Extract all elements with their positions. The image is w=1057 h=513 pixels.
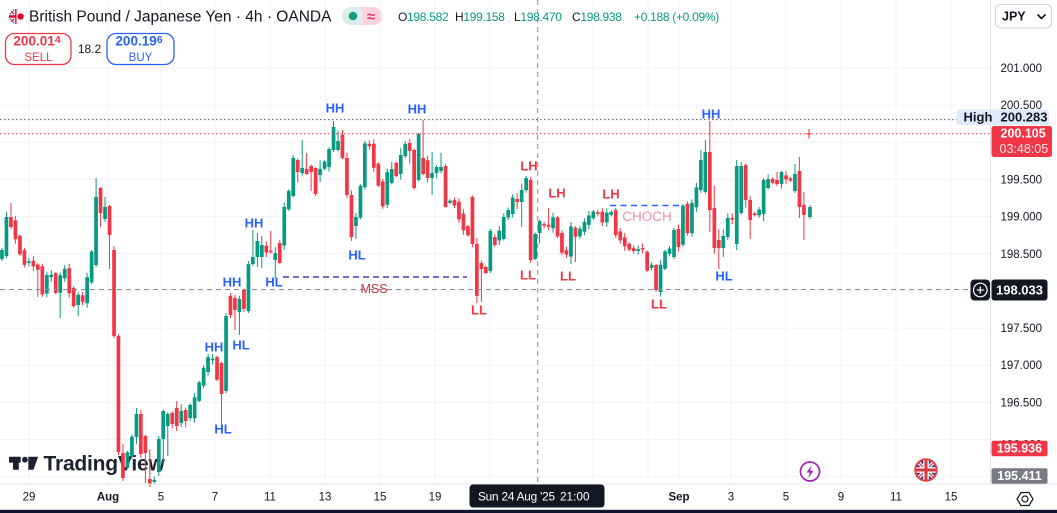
svg-text:199.000: 199.000 <box>1001 212 1043 224</box>
svg-text:O198.582: O198.582 <box>398 10 449 24</box>
svg-text:British Pound / Japanese Yen ·: British Pound / Japanese Yen · 4h · OAND… <box>29 9 332 26</box>
svg-text:15: 15 <box>374 492 387 504</box>
svg-text:7: 7 <box>212 492 218 504</box>
svg-text:3: 3 <box>728 492 734 504</box>
svg-text:19: 19 <box>429 492 442 504</box>
svg-text:CHOCH: CHOCH <box>622 209 672 224</box>
svg-text:HL: HL <box>214 422 231 437</box>
svg-text:29: 29 <box>23 492 36 504</box>
svg-text:197.000: 197.000 <box>1001 360 1043 372</box>
svg-text:LL: LL <box>651 297 667 312</box>
svg-text:HL: HL <box>715 269 732 284</box>
svg-text:03:48:05: 03:48:05 <box>1000 142 1049 156</box>
svg-text:15: 15 <box>945 492 958 504</box>
svg-text:9: 9 <box>838 492 844 504</box>
svg-text:JPY: JPY <box>1002 10 1026 24</box>
svg-text:HH: HH <box>205 340 224 355</box>
svg-text:197.500: 197.500 <box>1001 323 1043 335</box>
svg-text:200.500: 200.500 <box>1001 100 1043 112</box>
svg-text:Aug: Aug <box>97 492 119 504</box>
svg-text:11: 11 <box>890 492 902 504</box>
svg-text:11: 11 <box>264 492 276 504</box>
svg-text:5: 5 <box>158 492 164 504</box>
svg-text:HH: HH <box>245 216 264 231</box>
svg-text:198.500: 198.500 <box>1001 249 1043 261</box>
svg-text:18.2: 18.2 <box>78 42 102 56</box>
svg-text:LL: LL <box>471 303 487 318</box>
svg-text:201.000: 201.000 <box>1001 63 1043 75</box>
svg-text:HL: HL <box>348 248 365 263</box>
svg-text:Sep: Sep <box>668 492 689 504</box>
svg-text:BUY: BUY <box>129 52 153 64</box>
svg-text:High: High <box>964 110 993 125</box>
svg-text:LL: LL <box>520 268 536 283</box>
svg-text:200.105: 200.105 <box>1001 127 1046 141</box>
svg-text:HL: HL <box>265 275 282 290</box>
svg-text:LH: LH <box>548 186 565 201</box>
svg-text:HH: HH <box>326 101 345 116</box>
svg-text:5: 5 <box>783 492 789 504</box>
svg-text:HH: HH <box>408 102 427 117</box>
svg-text:HL: HL <box>232 338 249 353</box>
svg-text:HH: HH <box>223 275 242 290</box>
svg-text:196.500: 196.500 <box>1001 397 1043 409</box>
svg-text:13: 13 <box>319 492 332 504</box>
svg-text:Sun 24 Aug '25: Sun 24 Aug '25 <box>478 490 555 504</box>
svg-text:198.033: 198.033 <box>996 283 1043 298</box>
svg-text:200.283: 200.283 <box>1001 110 1048 125</box>
svg-text:L198.470: L198.470 <box>514 10 562 24</box>
svg-text:LL: LL <box>560 269 576 284</box>
svg-text:SELL: SELL <box>24 52 53 64</box>
svg-text:195.411: 195.411 <box>997 469 1042 483</box>
svg-text:HH: HH <box>702 107 721 122</box>
svg-text:≈: ≈ <box>367 9 375 26</box>
svg-text:MSS: MSS <box>360 282 387 296</box>
svg-text:LH: LH <box>520 159 537 174</box>
svg-text:200.196: 200.196 <box>115 33 162 48</box>
svg-text:TradingView: TradingView <box>44 452 166 475</box>
svg-text:H199.158: H199.158 <box>455 10 505 24</box>
svg-text:C198.938: C198.938 <box>572 10 622 24</box>
svg-text:21:00: 21:00 <box>560 490 590 504</box>
svg-text:195.936: 195.936 <box>997 442 1042 456</box>
svg-text:LH: LH <box>602 187 619 202</box>
svg-text:199.500: 199.500 <box>1001 174 1043 186</box>
svg-text:+0.188 (+0.09%): +0.188 (+0.09%) <box>634 10 719 24</box>
svg-text:200.014: 200.014 <box>13 33 60 48</box>
